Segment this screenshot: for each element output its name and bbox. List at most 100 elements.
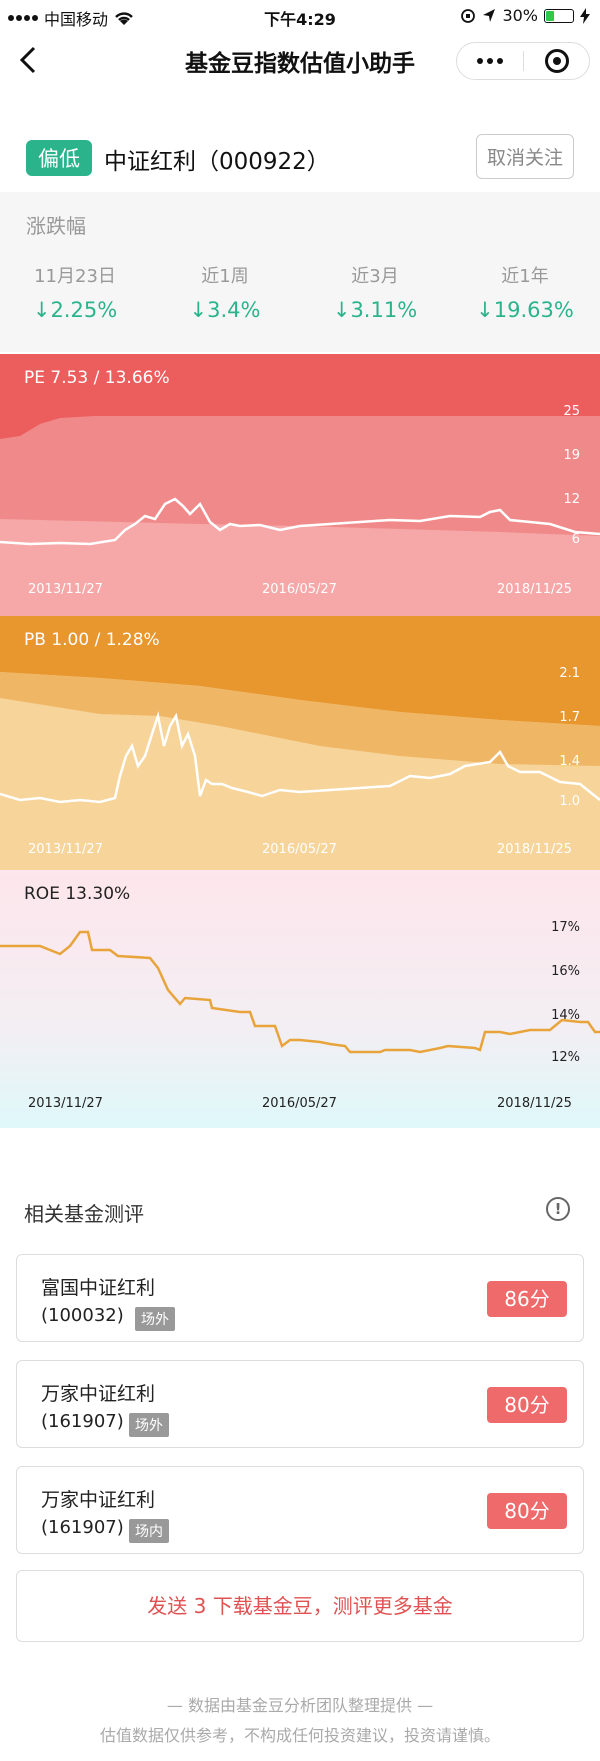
change-section: 涨跌幅 11月23日 ↓2.25% 近1周 ↓3.4% 近3月 ↓3.11% 近…	[0, 192, 600, 352]
pe-y-tick: 12	[563, 492, 580, 507]
more-dots-icon[interactable]	[457, 58, 523, 64]
roe-title: ROE 13.30%	[24, 884, 131, 904]
down-arrow-icon: ↓	[189, 298, 208, 322]
pe-chart-svg	[0, 354, 600, 616]
fund-score-badge[interactable]: 80分	[487, 1387, 567, 1423]
status-left: 中国移动	[8, 6, 134, 30]
close-button[interactable]	[524, 49, 589, 73]
pb-series-line	[0, 711, 600, 804]
roe-y-tick: 12%	[551, 1050, 580, 1065]
change-value: ↓2.25%	[32, 298, 118, 322]
fund-code: (161907)	[41, 1517, 124, 1538]
pb-band-mid	[0, 672, 600, 766]
roe-series-line	[0, 930, 600, 1054]
roe-x-tick: 2016/05/27	[262, 1096, 337, 1111]
fund-badge: 场外	[135, 1307, 175, 1331]
fund-badge: 场内	[129, 1519, 169, 1543]
change-col-week: 近1周 ↓3.4%	[150, 262, 300, 322]
index-name: 中证红利（000922）	[104, 149, 330, 175]
roe-x-tick: 2018/11/25	[497, 1096, 572, 1111]
change-col-3month: 近3月 ↓3.11%	[300, 262, 450, 322]
pe-x-tick: 2016/05/27	[262, 582, 337, 597]
change-label: 近3月	[351, 266, 399, 287]
pb-chart-svg	[0, 616, 600, 870]
related-funds-title: 相关基金测评	[24, 1202, 144, 1226]
info-icon[interactable]: !	[546, 1197, 570, 1221]
battery-icon	[544, 8, 574, 23]
pb-y-tick: 1.0	[559, 794, 580, 809]
orientation-lock-icon	[461, 8, 476, 23]
target-close-icon	[544, 49, 569, 73]
change-title: 涨跌幅	[26, 214, 86, 238]
change-col-day: 11月23日 ↓2.25%	[0, 262, 150, 322]
fund-score-badge[interactable]: 86分	[487, 1281, 567, 1317]
carrier-label: 中国移动	[44, 10, 109, 29]
pe-title: PE 7.53 / 13.66%	[24, 368, 170, 388]
pe-x-tick: 2018/11/25	[497, 582, 572, 597]
roe-y-tick: 14%	[551, 1008, 580, 1023]
pe-chart: PE 7.53 / 13.66% 25 19 12 6 2013/11/27 2…	[0, 354, 600, 616]
pb-x-tick: 2016/05/27	[262, 842, 337, 857]
pb-y-tick: 1.7	[559, 710, 580, 725]
fund-code: (161907)	[41, 1411, 124, 1432]
wifi-icon	[115, 12, 133, 25]
fund-card[interactable]: 万家中证红利 (161907) 场内 80分	[16, 1466, 584, 1554]
down-arrow-icon: ↓	[32, 298, 51, 322]
fund-card[interactable]: 富国中证红利 (100032) 场外 86分	[16, 1254, 584, 1342]
roe-chart-svg	[0, 870, 600, 1128]
pb-x-tick: 2018/11/25	[497, 842, 572, 857]
pe-band-low	[0, 519, 600, 616]
nav-bar: 基金豆指数估值小助手	[0, 32, 600, 88]
download-cta-button[interactable]: 发送 3 下载基金豆，测评更多基金	[16, 1570, 584, 1642]
change-value: ↓19.63%	[476, 298, 574, 322]
pe-x-tick: 2013/11/27	[28, 582, 103, 597]
change-label: 11月23日	[34, 266, 116, 287]
fund-name: 万家中证红利	[41, 1489, 156, 1511]
page-title: 基金豆指数估值小助手	[185, 51, 415, 77]
back-arrow-icon[interactable]	[14, 44, 46, 76]
status-bar: 中国移动 下午4:29 30%	[0, 0, 600, 32]
signal-icon	[8, 15, 38, 21]
fund-card[interactable]: 万家中证红利 (161907) 场外 80分	[16, 1360, 584, 1448]
index-header: 偏低 中证红利（000922） 取消关注	[0, 130, 600, 190]
change-label: 近1周	[201, 266, 249, 287]
change-col-year: 近1年 ↓19.63%	[450, 262, 600, 322]
change-value: ↓3.11%	[332, 298, 418, 322]
fund-name: 万家中证红利	[41, 1383, 156, 1405]
fund-badge: 场外	[129, 1413, 169, 1437]
fund-score-badge[interactable]: 80分	[487, 1493, 567, 1529]
roe-y-tick: 16%	[551, 964, 580, 979]
pb-x-tick: 2013/11/27	[28, 842, 103, 857]
pe-band-high	[0, 354, 600, 439]
roe-bg	[0, 870, 600, 1128]
fund-code: (100032)	[41, 1305, 124, 1326]
roe-x-tick: 2013/11/27	[28, 1096, 103, 1111]
pb-band-high	[0, 616, 600, 726]
roe-chart: ROE 13.30% 17% 16% 14% 12% 2013/11/27 20…	[0, 870, 600, 1128]
valuation-tag: 偏低	[26, 140, 92, 176]
pe-y-tick: 25	[563, 404, 580, 419]
charging-icon	[580, 7, 590, 24]
down-arrow-icon: ↓	[476, 298, 494, 322]
location-icon	[483, 8, 496, 22]
pe-series-line	[0, 497, 600, 546]
down-arrow-icon: ↓	[332, 298, 351, 322]
change-value: ↓3.4%	[189, 298, 261, 322]
footer-disclaimer: 估值数据仅供参考，不构成任何投资建议，投资请谨慎。	[99, 1726, 500, 1745]
pe-y-tick: 6	[571, 532, 580, 547]
status-right: 30%	[460, 6, 590, 25]
unfollow-button[interactable]: 取消关注	[475, 134, 574, 179]
change-label: 近1年	[501, 266, 549, 287]
capsule-divider	[523, 51, 524, 71]
pe-y-tick: 19	[563, 448, 580, 463]
fund-name: 富国中证红利	[41, 1277, 156, 1299]
pb-title: PB 1.00 / 1.28%	[24, 630, 160, 650]
change-columns: 11月23日 ↓2.25% 近1周 ↓3.4% 近3月 ↓3.11% 近1年 ↓…	[0, 262, 600, 322]
pb-y-tick: 2.1	[559, 666, 580, 681]
mini-program-capsule	[456, 42, 590, 80]
pb-chart: PB 1.00 / 1.28% 2.1 1.7 1.4 1.0 2013/11/…	[0, 616, 600, 870]
status-time: 下午4:29	[264, 10, 336, 29]
pb-y-tick: 1.4	[559, 754, 580, 769]
footer-source: — 数据由基金豆分析团队整理提供 —	[166, 1696, 434, 1715]
battery-percent: 30%	[502, 6, 538, 25]
